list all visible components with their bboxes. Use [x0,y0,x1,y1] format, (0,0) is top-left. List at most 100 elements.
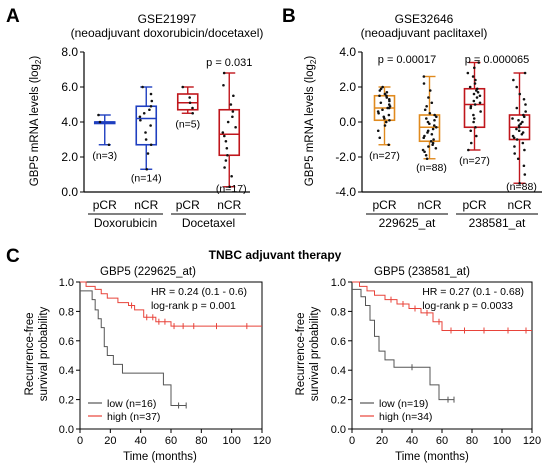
panel-c2-xtick-label: 80 [466,435,478,447]
panel-c2-title: GBP5 (238581_at) [374,266,470,278]
panel-a-point [221,131,225,134]
panel-b-point [421,148,425,152]
panel-b-subtitle: (neoadjuvant paclitaxel) [361,26,488,40]
panel-c1-ytick-label: 0.4 [59,365,74,377]
panel-b-p-value-2: p = 0.000065 [465,54,530,66]
panel-a-p-value: p = 0.031 [206,57,252,69]
panel-label-b: B [282,6,296,27]
panel-b-point [477,61,481,64]
panel-b-point [475,134,478,138]
panel-a-point [191,111,194,115]
panel-c1-xtick-label: 120 [253,435,271,447]
panel-a-ytick-label: 4.0 [61,115,78,129]
panel-c2-ytick-label: 0.6 [331,336,346,348]
section-title: TNBC adjuvant therapy [209,248,342,262]
panel-a-point [97,113,100,117]
panel-c2-xtick-label: 40 [406,435,418,447]
panel-a-category-label: nCR [217,198,241,212]
panel-b-point [475,87,479,91]
panel-b-point [515,85,518,89]
panel-b-point [376,129,380,133]
panel-a-point [144,131,147,134]
panel-b-box [418,114,441,143]
panel-b-point [424,153,428,157]
panel-c2-km-line-low [352,288,454,401]
panel-a-point [231,110,235,113]
panel-c1-xtick-label: 20 [104,435,116,447]
panel-c2-legend-label: high (n=34) [379,411,432,423]
panel-b-point [383,92,387,96]
panel-b-point [425,117,428,120]
panel-b-point [518,92,522,96]
panel-b-point [426,129,430,133]
panel-b-point [478,94,482,98]
panel-b-ylabel: GBP5 mRNA levels (log2) [304,56,318,187]
panel-c1-ytick-label: 0.6 [59,336,74,348]
panel-a-point [230,174,233,178]
panel-b-group-label: 238581_at [469,216,526,230]
panel-c2-legend-label: low (n=19) [379,398,428,410]
panel-a-point [191,106,194,110]
panel-c2-hr-text: HR = 0.27 (0.1 - 0.68) [422,286,524,298]
panel-a-n-label: (n=5) [175,118,200,130]
panel-b-point [515,138,519,141]
panel-b-point [522,97,526,101]
panel-a-ytick-label: 0.0 [61,185,78,199]
panel-b-point [387,143,391,147]
panel-c1-km-line-high [80,281,262,327]
panel-a-ytick-label: 2.0 [61,150,78,164]
panel-b-point [428,89,432,92]
panel-b-point [378,94,381,98]
panel-b-group-label: 229625_at [379,216,436,230]
panel-b-point [517,129,521,133]
panel-c2-xtick-label: 100 [493,435,511,447]
panel-b-point [423,150,426,154]
panel-b-point [517,118,520,122]
panel-a-point [149,124,152,127]
panel-b-category-label: pCR [372,198,396,212]
panel-a-point [98,120,102,124]
panel-a-n-label: (n=3) [92,150,117,162]
panel-a-group-label: Docetaxel [182,216,235,230]
panel-b-ytick-label: 4.0 [339,45,356,59]
panel-b-point [422,75,426,78]
panel-b-ytick-label: 0.0 [339,115,356,129]
panel-label-c: C [6,246,20,267]
panel-c2-ytick-label: 0.0 [331,424,346,436]
panel-b-point [435,115,438,119]
panel-a-point [139,118,142,122]
panel-a-point [224,159,228,162]
panel-b-point [422,82,426,85]
panel-b-point [479,110,482,113]
panel-b-point [511,117,514,120]
panel-a-point [228,185,231,189]
panel-b-point [387,97,391,101]
panel-b-n-label: (n=88) [506,181,537,193]
panel-b-point [518,181,521,185]
panel-c1-xtick-label: 60 [165,435,177,447]
panel-b-category-label: nCR [507,198,531,212]
panel-b-point [517,124,521,127]
panel-a-point [148,108,151,112]
panel-a-box [135,105,158,146]
panel-b-point [523,148,526,152]
panel-c2-ytick-label: 1.0 [331,277,346,289]
panel-a-point [144,138,148,141]
panel-b-point [430,132,434,136]
panel-b-point [472,99,476,103]
panel-a-group-label: Doxorubicin [94,216,157,230]
panel-b-point [472,92,476,96]
panel-b-point [379,87,383,91]
panel-b-point [476,90,480,94]
panel-b-point [469,104,473,108]
panel-c2-ylabel: Recurrence-free survival probability [295,306,321,401]
panel-a-category-label: pCR [93,198,117,212]
panel-b-point [379,101,383,105]
panel-b-box-chart: GSE32646 (neoadjuvant paclitaxel) GBP5 m… [304,12,542,230]
panel-b-point [468,85,472,89]
panel-a-point [229,103,233,106]
panel-c2-xlabel: Time (months) [395,451,469,463]
panel-a-category-label: pCR [176,198,200,212]
panel-a-ylabel: GBP5 mRNA levels (log2) [29,56,43,187]
panel-c2-logrank-text: log-rank p = 0.0033 [422,300,513,312]
